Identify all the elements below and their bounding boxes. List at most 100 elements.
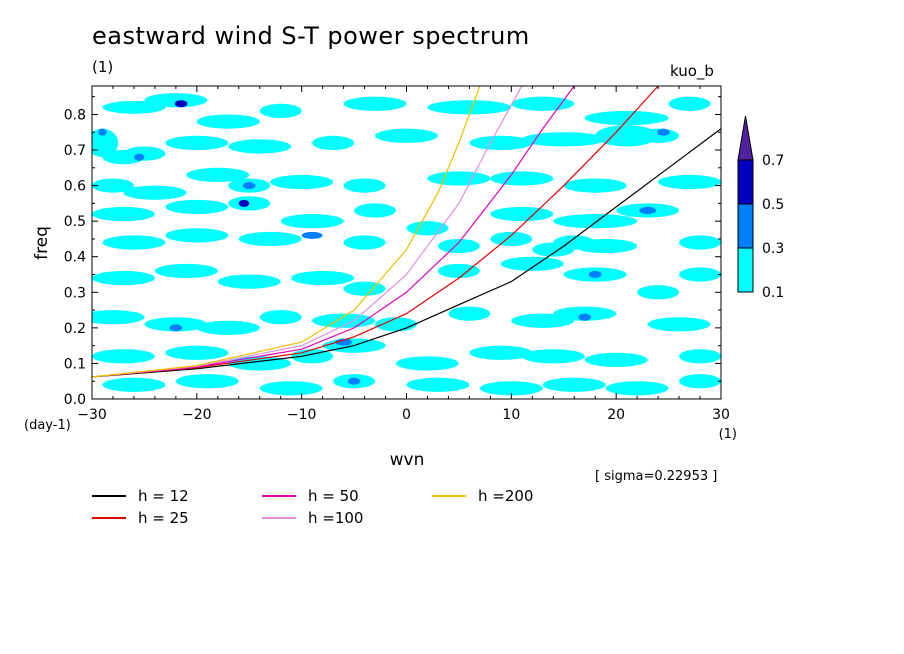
x-tick-label: −20 (182, 407, 212, 423)
contour-region (196, 114, 260, 129)
contour-region (448, 306, 491, 321)
contour-region (490, 206, 554, 222)
contour-region (175, 374, 239, 389)
contour-region (196, 320, 260, 335)
contour-region (490, 171, 554, 186)
legend-swatch (92, 517, 126, 519)
contour-region (102, 377, 166, 392)
contour-region (490, 231, 533, 247)
colorbar-label: 0.3 (762, 241, 784, 257)
experiment-tag: kuo_b (670, 62, 714, 80)
contour-region (588, 270, 602, 279)
y-tick-label: 0.0 (64, 392, 86, 408)
contour-region (343, 96, 407, 111)
contour-region (92, 206, 155, 222)
y-tick-label: 0.1 (64, 356, 86, 372)
contour-region (133, 153, 145, 161)
contour-region (469, 345, 533, 360)
contour-region (169, 324, 183, 332)
colorbar-segment (737, 247, 754, 293)
contour-region (396, 356, 459, 371)
contour-region (92, 349, 155, 364)
contour-region (639, 206, 657, 215)
sigma-label: [ sigma=0.22953 ] (595, 469, 718, 484)
contour-region (605, 381, 669, 396)
colorbar-arrow (737, 115, 754, 161)
contour-region (578, 313, 592, 321)
legend-item: h = 25 (92, 509, 189, 527)
contour-region (679, 235, 721, 250)
dispersion-curve (92, 86, 523, 378)
dispersion-curve (92, 86, 575, 378)
contour-region (238, 231, 302, 247)
legend-label: h =100 (308, 509, 364, 527)
contour-region (98, 128, 107, 136)
x-tick-label: 20 (607, 407, 625, 423)
y-tick-label: 0.7 (64, 143, 86, 159)
contour-region (584, 352, 648, 367)
contour-region (343, 235, 386, 250)
contour-region (637, 285, 680, 300)
contour-region (679, 267, 721, 282)
colorbar: 0.1 0.3 0.5 0.7 (737, 115, 784, 301)
contour-region (144, 317, 208, 332)
legend-item: h = 12 (92, 487, 189, 505)
contour-region (563, 178, 627, 193)
y-tick-label: 0.8 (64, 107, 86, 123)
colorbar-label: 0.1 (762, 285, 784, 301)
contour-region (165, 135, 229, 151)
contour-region (174, 100, 188, 108)
contour-region (92, 178, 134, 193)
legend-swatch (262, 495, 296, 497)
contour-region (679, 374, 721, 389)
contour-region (406, 377, 470, 392)
dispersion-curve (92, 86, 659, 378)
contour-region (259, 381, 323, 396)
y-tick-label: 0.5 (64, 214, 86, 230)
contour-region (92, 270, 155, 286)
x-axis-label: wvn (390, 450, 425, 470)
contour-region (521, 349, 585, 364)
contour-region (228, 196, 271, 211)
contour-region (186, 167, 250, 183)
contour-region (479, 381, 543, 396)
chart-title: eastward wind S-T power spectrum (92, 22, 530, 50)
contour-region (427, 171, 491, 186)
contour-region (144, 93, 208, 108)
contour-region (406, 221, 449, 236)
contour-region (553, 306, 617, 321)
contour-region (584, 110, 669, 126)
contour-region (102, 235, 166, 250)
x-tick-label: 30 (712, 407, 730, 423)
contour-region (312, 135, 355, 151)
legend-item: h =100 (262, 509, 363, 527)
legend-item: h =200 (432, 487, 533, 505)
contour-region (668, 96, 711, 111)
legend-item: h = 50 (262, 487, 359, 505)
contour-region (238, 199, 250, 207)
colorbar-segment (737, 203, 754, 249)
contour-region (521, 132, 606, 147)
contour-region (123, 185, 187, 200)
x-tick-label: 10 (502, 407, 520, 423)
x-tick-label: −30 (77, 407, 107, 423)
contour-region (217, 274, 281, 289)
contour-region (280, 214, 344, 229)
dispersion-curves (92, 86, 721, 378)
contour-region (301, 231, 323, 239)
contour-region (165, 199, 229, 215)
legend-label: h = 25 (138, 509, 189, 527)
contour-region (542, 377, 606, 392)
dispersion-curve (92, 128, 721, 378)
contour-region (92, 128, 119, 158)
y-tick-label: 0.6 (64, 179, 86, 195)
dispersion-curve (92, 86, 481, 378)
contour-region (335, 338, 352, 346)
contour-region (291, 270, 355, 286)
contour-region (657, 128, 670, 136)
contour-region (270, 174, 334, 190)
contour-region (679, 349, 721, 364)
y-unit-label: (day-1) (24, 418, 71, 433)
legend-label: h = 12 (138, 487, 189, 505)
